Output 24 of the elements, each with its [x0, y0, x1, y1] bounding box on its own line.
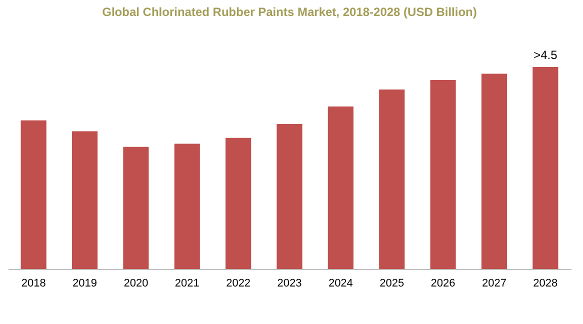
- x-tick-label: 2027: [482, 278, 506, 290]
- bar: [379, 89, 405, 269]
- bar: [328, 106, 354, 269]
- bar: [430, 80, 456, 269]
- bar: [174, 144, 200, 269]
- bar: [20, 120, 46, 269]
- x-tick-label: 2025: [380, 278, 404, 290]
- bar: [276, 124, 302, 269]
- bar: [532, 67, 558, 269]
- bar: [123, 146, 149, 269]
- chart-title: Global Chlorinated Rubber Paints Market, 2018-2028 (USD Billion): [102, 5, 477, 19]
- bar: [226, 138, 252, 269]
- x-tick-label: 2028: [533, 278, 558, 290]
- x-tick-label: 2026: [430, 278, 456, 290]
- x-tick-label: 2018: [21, 278, 46, 290]
- x-tick-label: 2024: [328, 278, 353, 290]
- x-tick-label: 2019: [72, 278, 98, 290]
- x-tick-label: 2023: [277, 278, 302, 290]
- bar: [72, 131, 98, 269]
- x-tick-label: 2021: [174, 278, 200, 290]
- data-label: >4.5: [534, 48, 558, 62]
- x-tick-label: 2020: [124, 278, 148, 290]
- x-tick-label: 2022: [226, 278, 251, 290]
- bar: [481, 74, 508, 269]
